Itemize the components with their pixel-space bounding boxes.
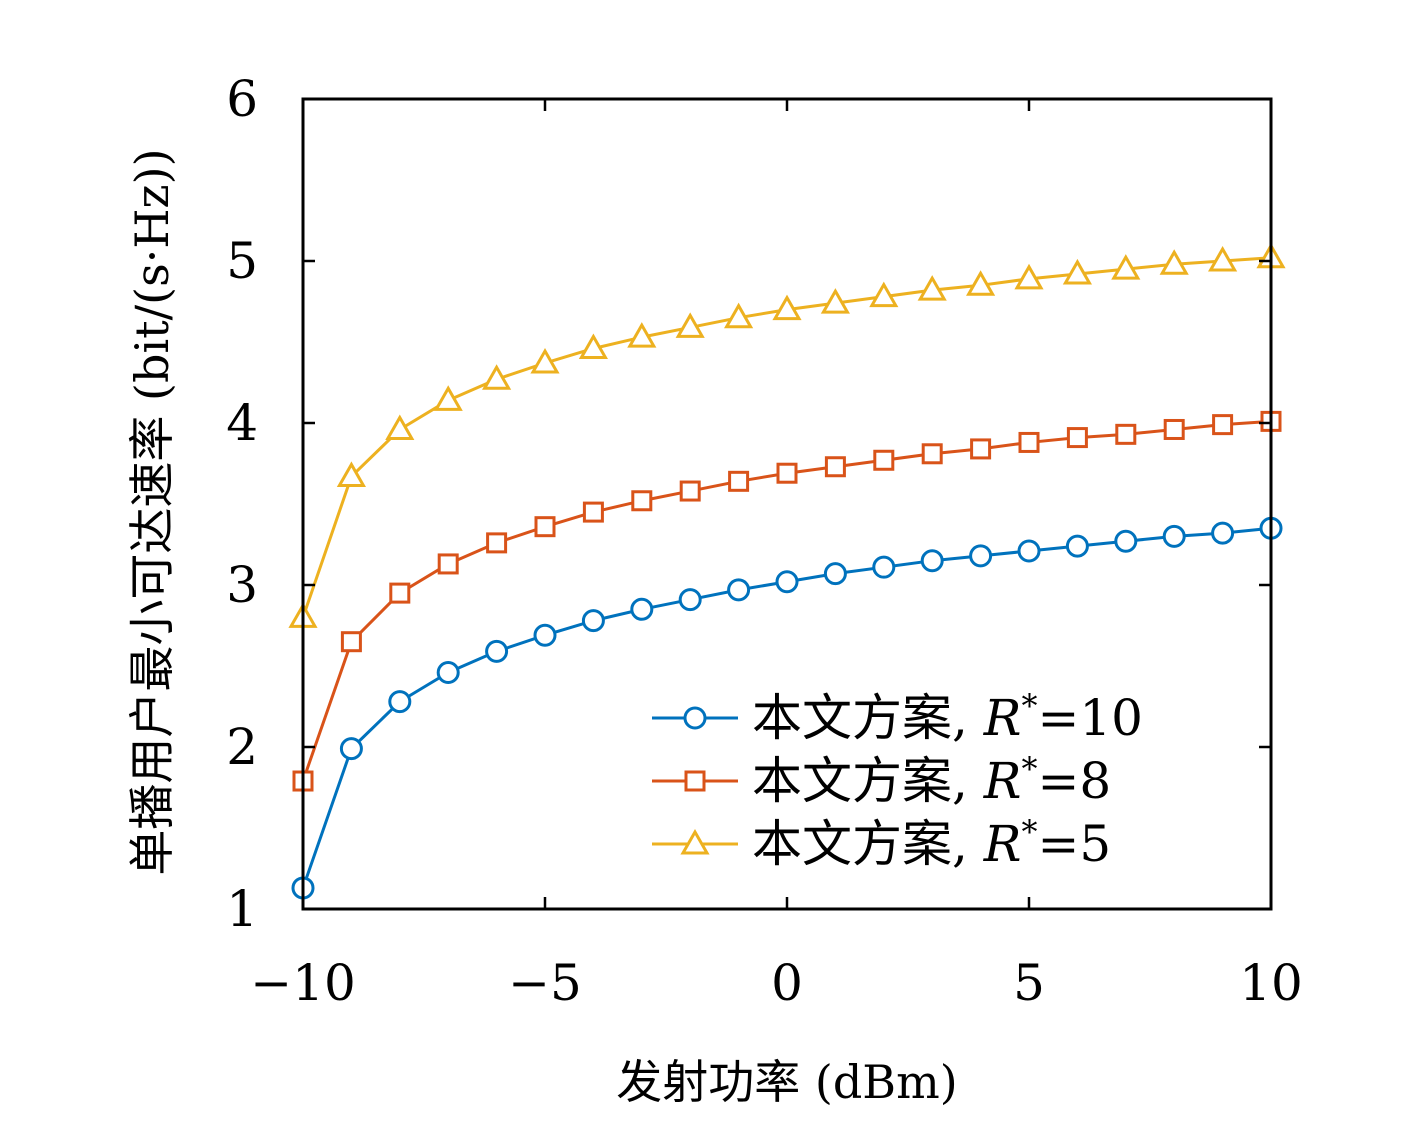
data-point: [631, 490, 653, 512]
y-tick-label: 5: [226, 232, 258, 290]
y-axis-label: 单播用户最小可达速率 (bit/(s·Hz)): [125, 148, 179, 875]
y-tick-label: 3: [226, 556, 258, 614]
data-point: [1159, 249, 1189, 275]
data-point: [772, 294, 802, 321]
data-point: [627, 322, 657, 348]
data-point: [433, 385, 463, 411]
data-point: [1066, 427, 1088, 449]
x-tick-label: −5: [508, 954, 582, 1012]
x-tick-label: −10: [250, 954, 356, 1012]
data-point: [336, 461, 366, 487]
data-point: [339, 737, 363, 761]
series-square: [292, 410, 1282, 792]
x-tick-label: 5: [1013, 954, 1045, 1012]
data-point: [920, 549, 944, 573]
data-point: [1018, 431, 1040, 453]
data-point: [873, 449, 895, 471]
legend-item: 本文方案, R*=5: [652, 813, 1111, 873]
data-point: [533, 623, 557, 647]
legend-marker: [683, 706, 707, 730]
data-point: [582, 501, 604, 523]
series-triangle: [288, 242, 1286, 628]
axis-ticks: −10 −5 0 5 10 1 2 3 4 5 6: [226, 70, 1303, 1012]
data-point: [1212, 414, 1234, 436]
data-point: [776, 462, 798, 484]
data-point: [1062, 258, 1092, 285]
x-axis-label: 发射功率 (dBm): [616, 1055, 957, 1109]
data-point: [1115, 423, 1137, 445]
x-tick-label: 0: [771, 954, 803, 1012]
data-point: [824, 456, 846, 478]
data-point: [921, 443, 943, 465]
data-point: [1163, 418, 1185, 440]
y-tick-label: 2: [226, 718, 258, 776]
data-point: [389, 582, 411, 604]
data-point: [966, 270, 996, 296]
data-point: [630, 597, 654, 621]
legend-marker: [684, 770, 706, 792]
data-point: [578, 333, 608, 359]
data-point: [1208, 245, 1238, 272]
legend-label: 本文方案, R*=5: [752, 813, 1111, 873]
data-point: [1111, 254, 1141, 280]
data-point: [388, 690, 412, 714]
data-point: [581, 609, 605, 633]
data-point: [436, 660, 460, 684]
legend-label: 本文方案, R*=8: [752, 750, 1111, 810]
data-point: [534, 516, 556, 538]
data-point: [678, 588, 702, 612]
legend-label: 本文方案, R*=10: [752, 687, 1143, 747]
y-tick-label: 6: [226, 70, 258, 128]
data-point: [969, 544, 993, 568]
data-point: [485, 639, 509, 663]
y-tick-label: 4: [226, 394, 258, 452]
series-circle: [291, 516, 1283, 900]
data-point: [340, 631, 362, 653]
data-point: [820, 288, 850, 314]
data-point: [530, 348, 560, 374]
data-point: [486, 532, 508, 554]
data-point: [385, 414, 415, 440]
data-point: [727, 578, 751, 602]
data-point: [675, 312, 705, 338]
legend-item: 本文方案, R*=8: [652, 750, 1111, 810]
legend-marker: [680, 828, 710, 855]
data-point: [1017, 539, 1041, 563]
data-point: [775, 570, 799, 594]
data-point: [1114, 529, 1138, 553]
data-point: [1211, 521, 1235, 545]
y-tick-label: 1: [226, 880, 258, 938]
data-point: [1014, 263, 1044, 290]
data-point: [1162, 524, 1186, 548]
legend-item: 本文方案, R*=10: [652, 687, 1143, 747]
data-point: [1065, 534, 1089, 558]
data-point: [437, 553, 459, 575]
data-point: [679, 480, 701, 502]
data-point: [917, 275, 947, 301]
data-point: [869, 281, 899, 308]
data-point: [728, 470, 750, 492]
data-point: [872, 555, 896, 579]
plot-area: [288, 242, 1286, 900]
data-point: [970, 438, 992, 460]
data-point: [823, 562, 847, 586]
x-tick-label: 10: [1239, 954, 1303, 1012]
data-point: [482, 364, 512, 390]
data-point: [724, 302, 754, 329]
